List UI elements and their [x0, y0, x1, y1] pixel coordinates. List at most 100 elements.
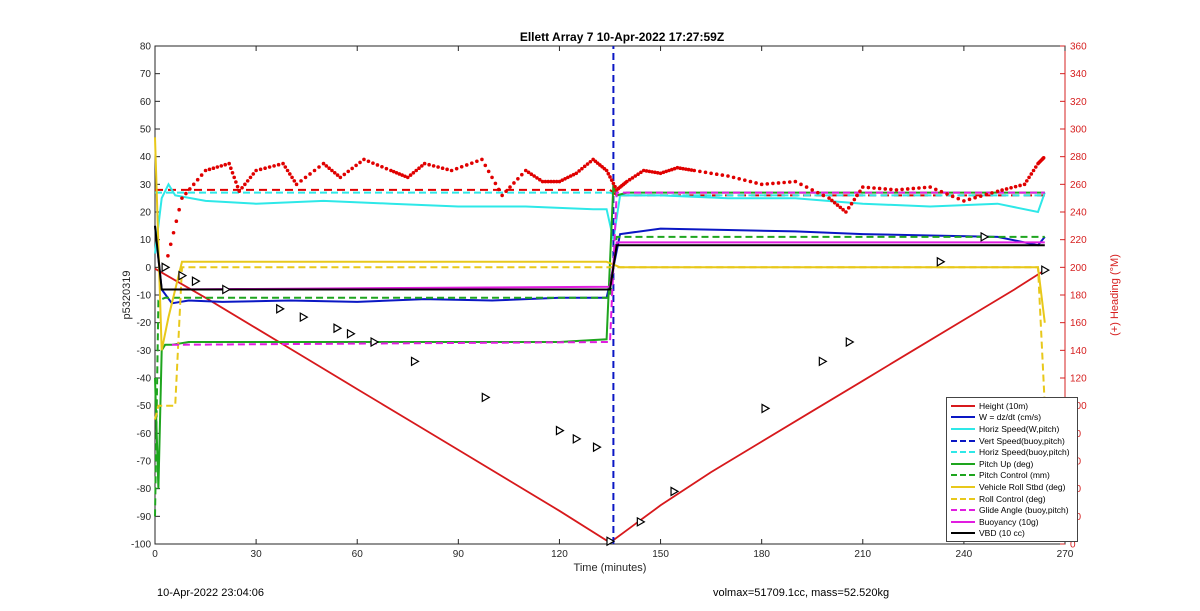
depth-marker	[980, 231, 990, 242]
legend-item: Vert Speed(buoy,pitch)	[947, 435, 1077, 447]
heading-point	[698, 169, 702, 174]
heading-point	[560, 178, 565, 182]
depth-marker	[191, 276, 201, 287]
legend-swatch	[951, 404, 975, 407]
heading-point	[234, 180, 238, 184]
depth-marker	[161, 262, 171, 273]
heading-point	[375, 163, 380, 167]
depth-marker	[346, 328, 356, 339]
heading-point	[852, 197, 857, 202]
heading-point	[934, 187, 938, 192]
heading-point	[776, 181, 781, 185]
legend-item: VBD (10 cc)	[947, 528, 1077, 540]
y-tick-label: -50	[137, 401, 152, 412]
heading-point	[327, 166, 331, 170]
heading-point	[611, 181, 616, 186]
heading-point	[816, 190, 820, 195]
right-y-tick-label: 260	[1070, 180, 1087, 191]
legend-item: Roll Control (deg)	[947, 493, 1077, 505]
y-tick-label: -70	[137, 457, 152, 468]
heading-point	[312, 168, 317, 173]
x-tick-label: 210	[854, 549, 871, 560]
heading-point	[493, 181, 498, 186]
right-y-tick-label: 340	[1070, 69, 1087, 80]
heading-point	[417, 166, 421, 170]
heading-point	[290, 175, 294, 180]
heading-point	[308, 172, 312, 176]
heading-point	[1041, 156, 1046, 160]
right-y-tick-label: 360	[1070, 42, 1087, 53]
heading-point	[962, 199, 966, 203]
heading-point	[219, 164, 224, 168]
heading-point	[950, 194, 955, 199]
heading-point	[263, 166, 267, 170]
heading-point	[512, 181, 516, 185]
heading-point	[858, 189, 862, 194]
y-tick-label: 0	[145, 263, 151, 274]
heading-point	[251, 172, 256, 176]
heading-point	[585, 162, 590, 166]
depth-marker	[481, 392, 491, 403]
heading-point	[203, 168, 208, 173]
x-tick-label: 30	[251, 549, 263, 560]
heading-point	[215, 165, 220, 169]
heading-point	[508, 185, 512, 189]
legend-label: Vehicle Roll Stbd (deg)	[979, 481, 1066, 492]
heading-point	[1029, 172, 1034, 176]
legend-swatch	[951, 532, 975, 535]
legend-item: Buoyancy (10g)	[947, 516, 1077, 528]
heading-point	[267, 165, 272, 169]
y-tick-label: -60	[137, 429, 152, 440]
heading-point	[956, 196, 961, 201]
heading-point	[332, 171, 337, 175]
heading-point	[199, 173, 204, 177]
heading-point	[911, 186, 916, 191]
heading-point	[405, 175, 410, 180]
heading-point	[454, 166, 459, 171]
depth-marker	[299, 312, 309, 323]
heading-point	[636, 172, 640, 176]
heading-point	[860, 185, 865, 189]
heading-point	[400, 173, 404, 177]
heading-point	[362, 157, 366, 162]
heading-point	[625, 179, 629, 184]
heading-point	[408, 173, 413, 177]
heading-point	[689, 168, 694, 172]
right-y-tick-label: 100	[1070, 401, 1087, 412]
legend-swatch	[951, 451, 975, 454]
depth-marker	[818, 356, 828, 367]
heading-point	[759, 182, 764, 187]
heading-point	[703, 170, 708, 175]
heading-point	[223, 162, 228, 167]
right-y-axis-label: (+) Heading (°M)	[1109, 254, 1121, 336]
heading-point	[821, 193, 826, 198]
heading-point	[877, 186, 882, 191]
heading-point	[928, 185, 932, 189]
heading-point	[411, 171, 416, 175]
heading-point	[844, 210, 848, 214]
footer-volmax-mass: volmax=51709.1cc, mass=52.520kg	[713, 587, 890, 599]
heading-point	[431, 164, 436, 168]
legend-label: VBD (10 cc)	[979, 528, 1025, 539]
heading-point	[490, 175, 494, 180]
heading-point	[427, 162, 431, 167]
x-axis-label: Time (minutes)	[574, 562, 647, 574]
footer-timestamp: 10-Apr-2022 23:04:06	[157, 587, 265, 599]
heading-point	[855, 193, 859, 198]
depth-marker	[572, 433, 582, 444]
heading-point	[574, 171, 579, 176]
heading-point	[552, 179, 556, 184]
heading-point	[641, 168, 646, 173]
heading-point	[939, 189, 944, 194]
heading-point	[894, 188, 899, 192]
x-tick-label: 150	[652, 549, 669, 560]
x-tick-label: 90	[453, 549, 465, 560]
heading-point	[243, 182, 247, 187]
legend-label: Roll Control (deg)	[979, 493, 1046, 504]
heading-point	[486, 169, 491, 174]
depth-marker	[636, 516, 646, 527]
heading-point	[335, 173, 340, 177]
heading-point	[644, 169, 649, 173]
y-tick-label: 40	[140, 152, 152, 163]
heading-point	[577, 169, 581, 173]
